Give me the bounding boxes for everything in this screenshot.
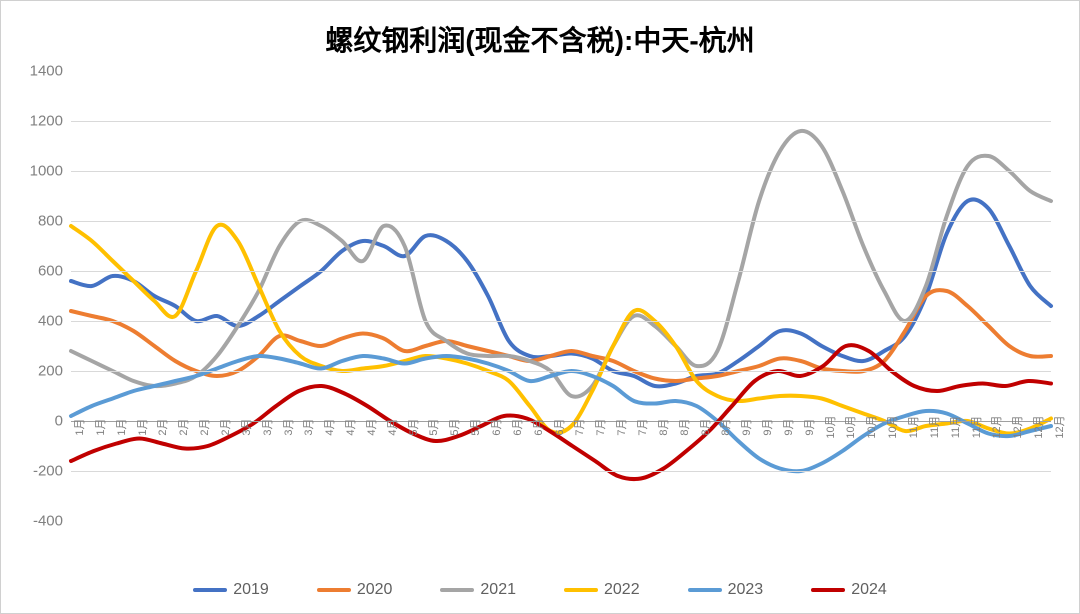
x-tick-label: 1月 [134, 418, 150, 435]
x-tick-label: 2月 [175, 418, 191, 435]
legend-item-2024: 2024 [811, 581, 887, 599]
x-tick-label: 6月 [530, 418, 546, 435]
x-tick-label: 9月 [738, 418, 754, 435]
x-tick-label: 8月 [676, 418, 692, 435]
legend-swatch [564, 588, 598, 592]
x-tick-label: 4月 [363, 418, 379, 435]
x-tick-label: 12月 [1030, 415, 1046, 438]
series-line-2023 [71, 356, 1051, 471]
x-tick-label: 12月 [1009, 415, 1025, 438]
legend-swatch [688, 588, 722, 592]
chart-title: 螺纹钢利润(现金不含税):中天-杭州 [1, 19, 1079, 59]
plot-area: -400-20002004006008001000120014001月1月1月1… [71, 71, 1051, 521]
gridline [71, 321, 1051, 322]
x-tick-label: 11月 [926, 416, 942, 438]
x-tick-label: 1月 [71, 418, 87, 435]
x-tick-label: 10月 [884, 415, 900, 438]
x-tick-label: 4月 [384, 418, 400, 435]
x-tick-label: 3月 [280, 418, 296, 435]
x-tick-label: 10月 [842, 415, 858, 438]
y-tick-label: 1000 [30, 163, 63, 180]
legend-label: 2020 [357, 581, 393, 599]
x-tick-label: 8月 [697, 418, 713, 435]
gridline [71, 271, 1051, 272]
y-tick-label: 1200 [30, 113, 63, 130]
x-tick-label: 12月 [988, 415, 1004, 438]
legend-swatch [317, 588, 351, 592]
line-series-svg [71, 71, 1051, 521]
y-tick-label: -400 [33, 513, 63, 530]
x-tick-label: 7月 [613, 418, 629, 435]
chart-container: 螺纹钢利润(现金不含税):中天-杭州 -400 -200 0 200 400 600 800… [0, 0, 1080, 614]
legend-label: 2022 [604, 581, 640, 599]
gridline [71, 121, 1051, 122]
x-tick-label: 9月 [801, 418, 817, 435]
x-tick-label: 10月 [863, 415, 879, 438]
x-tick-label: 8月 [717, 418, 733, 435]
x-tick-label: 7月 [634, 418, 650, 435]
legend-item-2021: 2021 [440, 581, 516, 599]
x-tick-label: 11月 [905, 416, 921, 438]
legend-label: 2019 [233, 581, 269, 599]
x-tick-label: 7月 [571, 418, 587, 435]
x-tick-label: 2月 [154, 418, 170, 435]
legend-item-2019: 2019 [193, 581, 269, 599]
gridline [71, 171, 1051, 172]
x-tick-label: 4月 [342, 418, 358, 435]
x-tick-label: 3月 [238, 418, 254, 435]
x-tick-label: 5月 [425, 418, 441, 435]
x-tick-label: 11月 [968, 416, 984, 438]
legend-swatch [193, 588, 227, 592]
legend-item-2022: 2022 [564, 581, 640, 599]
y-tick-label: 800 [38, 213, 63, 230]
legend-item-2020: 2020 [317, 581, 393, 599]
x-tick-label: 6月 [488, 418, 504, 435]
legend-label: 2023 [728, 581, 764, 599]
x-tick-label: 2月 [196, 418, 212, 435]
gridline [71, 371, 1051, 372]
y-tick-label: -200 [33, 463, 63, 480]
series-line-2024 [71, 345, 1051, 479]
x-tick-label: 5月 [467, 418, 483, 435]
y-tick-label: 1400 [30, 63, 63, 80]
x-tick-label: 12月 [1051, 415, 1067, 438]
x-tick-label: 4月 [321, 418, 337, 435]
x-tick-label: 10月 [822, 415, 838, 438]
y-tick-label: 400 [38, 313, 63, 330]
x-tick-label: 7月 [592, 418, 608, 435]
x-tick-label: 5月 [405, 418, 421, 435]
x-tick-label: 9月 [759, 418, 775, 435]
x-tick-label: 1月 [92, 418, 108, 435]
x-tick-label: 8月 [655, 418, 671, 435]
x-tick-label: 3月 [300, 418, 316, 435]
y-tick-label: 200 [38, 363, 63, 380]
legend-swatch [811, 588, 845, 592]
x-tick-label: 1月 [113, 418, 129, 435]
y-tick-label: 0 [55, 413, 63, 430]
legend-item-2023: 2023 [688, 581, 764, 599]
legend-label: 2024 [851, 581, 887, 599]
gridline [71, 221, 1051, 222]
x-tick-label: 5月 [446, 418, 462, 435]
x-tick-label: 6月 [551, 418, 567, 435]
y-tick-label: 600 [38, 263, 63, 280]
gridline [71, 471, 1051, 472]
x-tick-label: 6月 [509, 418, 525, 435]
x-tick-label: 9月 [780, 418, 796, 435]
x-tick-label: 3月 [259, 418, 275, 435]
legend-swatch [440, 588, 474, 592]
legend-label: 2021 [480, 581, 516, 599]
x-tick-label: 2月 [217, 418, 233, 435]
x-tick-label: 11月 [947, 416, 963, 438]
legend: 2019 2020 2021 2022 2023 2024 [1, 581, 1079, 599]
